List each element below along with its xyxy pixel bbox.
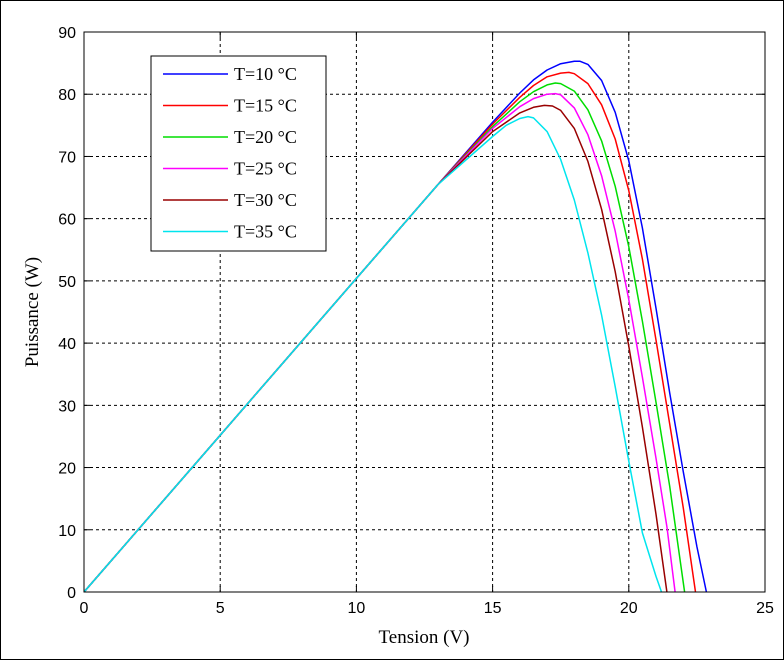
x-tick-label: 5 bbox=[216, 600, 225, 617]
y-tick-label: 50 bbox=[58, 274, 76, 291]
legend-box bbox=[150, 55, 327, 252]
x-tick-label: 0 bbox=[80, 600, 89, 617]
y-tick-label: 60 bbox=[58, 212, 76, 229]
x-tick-label: 25 bbox=[756, 600, 774, 617]
y-tick-label: 10 bbox=[58, 523, 76, 540]
legend-label: T=10 °C bbox=[234, 64, 297, 84]
series-line-6 bbox=[83, 115, 663, 593]
legend-label: T=35 °C bbox=[234, 222, 297, 242]
x-tick-label: 15 bbox=[484, 600, 502, 617]
y-tick-label: 90 bbox=[58, 25, 76, 42]
x-axis-title: Tension (V) bbox=[378, 627, 469, 648]
legend-label: T=15 °C bbox=[234, 96, 297, 116]
legend-label: T=30 °C bbox=[234, 190, 297, 210]
x-tick-label: 20 bbox=[620, 600, 638, 617]
y-tick-label: 80 bbox=[58, 87, 76, 104]
x-tick-label: 10 bbox=[348, 600, 366, 617]
legend-label: T=20 °C bbox=[234, 127, 297, 147]
plot-border bbox=[83, 31, 766, 593]
y-tick-label: 0 bbox=[67, 585, 76, 602]
series-group bbox=[83, 60, 708, 593]
y-tick-label: 70 bbox=[58, 149, 76, 166]
axis-ticks: 0 5 10 15 20 25 0 10 20 30 40 50 60 70 80 90 bbox=[58, 25, 774, 617]
legend: T=10 °C T=15 °C T=20 °C T=25 °C T=30 °C T=35 … bbox=[150, 55, 327, 252]
y-tick-label: 40 bbox=[58, 336, 76, 353]
y-tick-label: 30 bbox=[58, 398, 76, 415]
y-axis-title: Puissance (W) bbox=[22, 257, 43, 367]
y-tick-label: 20 bbox=[58, 461, 76, 478]
legend-label: T=25 °C bbox=[234, 159, 297, 179]
